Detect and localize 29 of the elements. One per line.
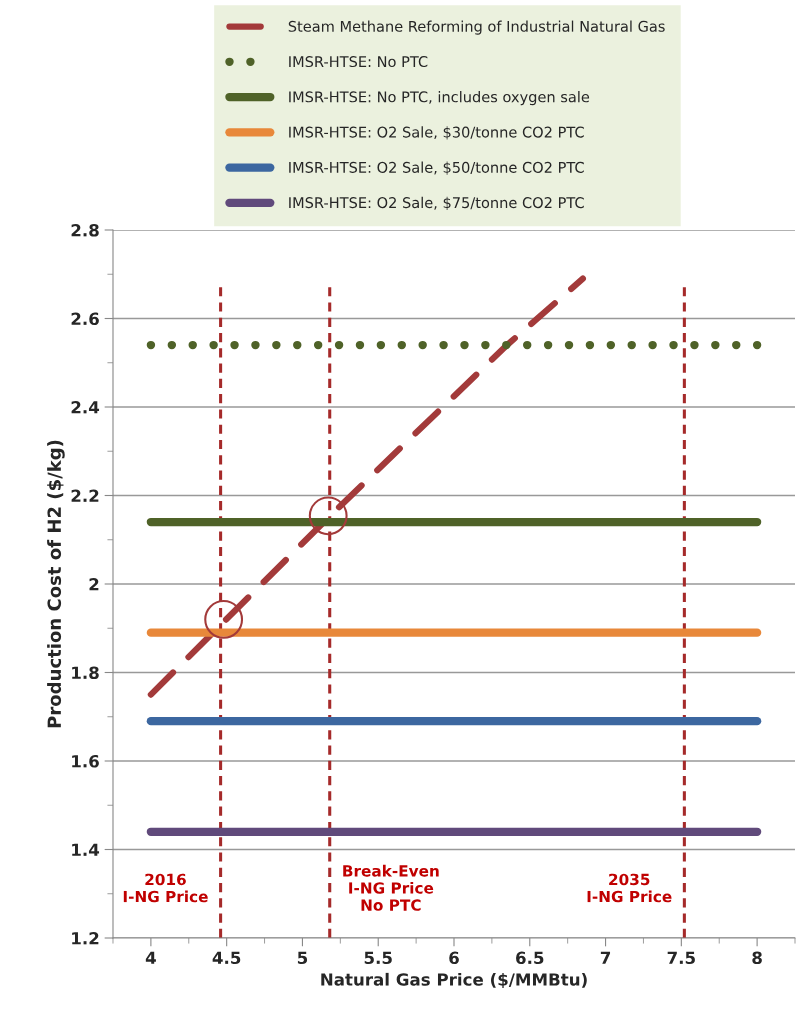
ref-line-label: 2016 I-NG Price: [123, 873, 208, 903]
x-tick-label: 4: [145, 951, 156, 964]
y-tick-label: 1.2: [72, 931, 99, 945]
ref-line-label: 2035 I-NG Price: [587, 873, 672, 903]
y-tick-label: 1.6: [72, 754, 99, 768]
y-tick-label: 2.4: [71, 400, 100, 414]
y-tick-label: 2.2: [71, 489, 99, 502]
legend-label: IMSR-HTSE: No PTC: [289, 56, 428, 68]
x-tick-label: 5.5: [364, 951, 392, 965]
y-tick-label: 1.4: [72, 843, 100, 856]
y-tick-label: 2: [89, 577, 99, 591]
y-tick-label: 1.8: [72, 666, 99, 680]
x-tick-label: 6.5: [516, 951, 544, 965]
ref-line-label: Break-Even I-NG Price No PTC: [343, 864, 439, 911]
x-tick-label: 7.5: [667, 951, 695, 965]
legend-label: IMSR-HTSE: O2 Sale, $75/tonne CO2 PTC: [289, 196, 584, 211]
x-tick-label: 7: [600, 951, 611, 964]
x-tick-label: 8: [752, 951, 762, 965]
x-tick-label: 6: [449, 951, 459, 965]
legend-label: IMSR-HTSE: O2 Sale, $30/tonne CO2 PTC: [289, 126, 584, 140]
x-tick-label: 5: [297, 951, 308, 965]
legend-label: IMSR-HTSE: No PTC, includes oxygen sale: [289, 91, 590, 106]
y-axis-title: Production Cost of H2 ($/kg): [47, 440, 65, 728]
y-tick-label: 2.6: [71, 312, 99, 326]
x-tick-label: 4.5: [212, 951, 241, 965]
x-axis-title: Natural Gas Price ($/MMBtu): [321, 972, 587, 988]
y-tick-label: 2.8: [71, 223, 99, 237]
legend-label: Steam Methane Reforming of Industrial Natural Gas: [288, 20, 665, 35]
legend-label: IMSR-HTSE: O2 Sale, $50/tonne CO2 PTC: [289, 161, 584, 175]
